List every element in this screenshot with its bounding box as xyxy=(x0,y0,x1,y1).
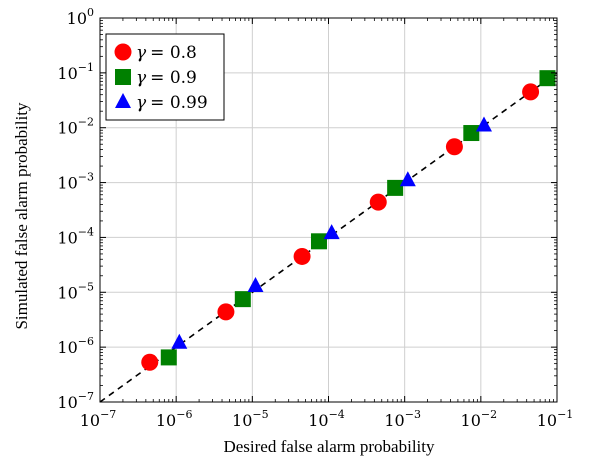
axis-ticks xyxy=(99,17,558,403)
x-tick-label: 10−1 xyxy=(537,408,574,430)
y-tick-label: 10−6 xyxy=(57,335,94,357)
y-tick-label: 10−2 xyxy=(57,116,94,138)
legend-circle-icon xyxy=(114,43,132,61)
x-axis-label: Desired false alarm probability xyxy=(223,437,435,456)
x-tick-label: 10−7 xyxy=(80,408,117,430)
legend-entries: γ = 0.8 γ = 0.9 γ = 0.99 xyxy=(114,43,208,113)
x-tick-label: 10−4 xyxy=(308,408,345,430)
circle-marker xyxy=(293,247,311,265)
x-tick-label: 10−2 xyxy=(461,408,498,430)
square-marker xyxy=(160,349,177,366)
square-marker xyxy=(310,233,327,250)
legend-triangle-icon xyxy=(115,93,131,108)
triangle-marker xyxy=(323,224,340,240)
legend-square-icon xyxy=(115,69,131,85)
circle-marker xyxy=(522,83,540,101)
y-axis-label: Simulated false alarm probability xyxy=(12,102,31,330)
x-tick-label: 10−3 xyxy=(384,408,421,430)
y-tick-label: 10−4 xyxy=(57,225,94,247)
y-tick-label: 10−7 xyxy=(57,390,94,412)
tick-labels: 10−7 10−6 10−5 10−4 10−3 10−2 10−1 10−7 10−6 10−5… xyxy=(57,6,573,430)
triangle-marker xyxy=(247,277,264,293)
circle-marker xyxy=(141,353,159,371)
legend: γ = 0.8 γ = 0.9 γ = 0.99 xyxy=(105,33,225,121)
y-tick-label: 10−5 xyxy=(57,280,94,302)
legend-label: γ = 0.99 xyxy=(136,93,208,113)
y-tick-label: 10−3 xyxy=(57,171,94,193)
x-tick-label: 10−5 xyxy=(232,408,269,430)
y-tick-label: 10−1 xyxy=(57,61,94,83)
square-marker xyxy=(539,70,556,87)
triangle-marker xyxy=(475,116,492,132)
legend-label: γ = 0.8 xyxy=(136,43,197,63)
x-tick-label: 10−6 xyxy=(156,408,193,430)
circle-marker xyxy=(369,193,387,211)
circle-marker xyxy=(445,138,463,156)
y-tick-label: 100 xyxy=(67,6,94,28)
square-marker xyxy=(463,125,480,142)
data-markers xyxy=(141,70,556,371)
square-marker xyxy=(387,179,404,196)
square-marker xyxy=(234,291,251,308)
triangle-marker xyxy=(399,171,416,187)
triangle-marker xyxy=(171,333,188,349)
legend-label: γ = 0.9 xyxy=(136,68,197,88)
circle-marker xyxy=(217,303,235,321)
